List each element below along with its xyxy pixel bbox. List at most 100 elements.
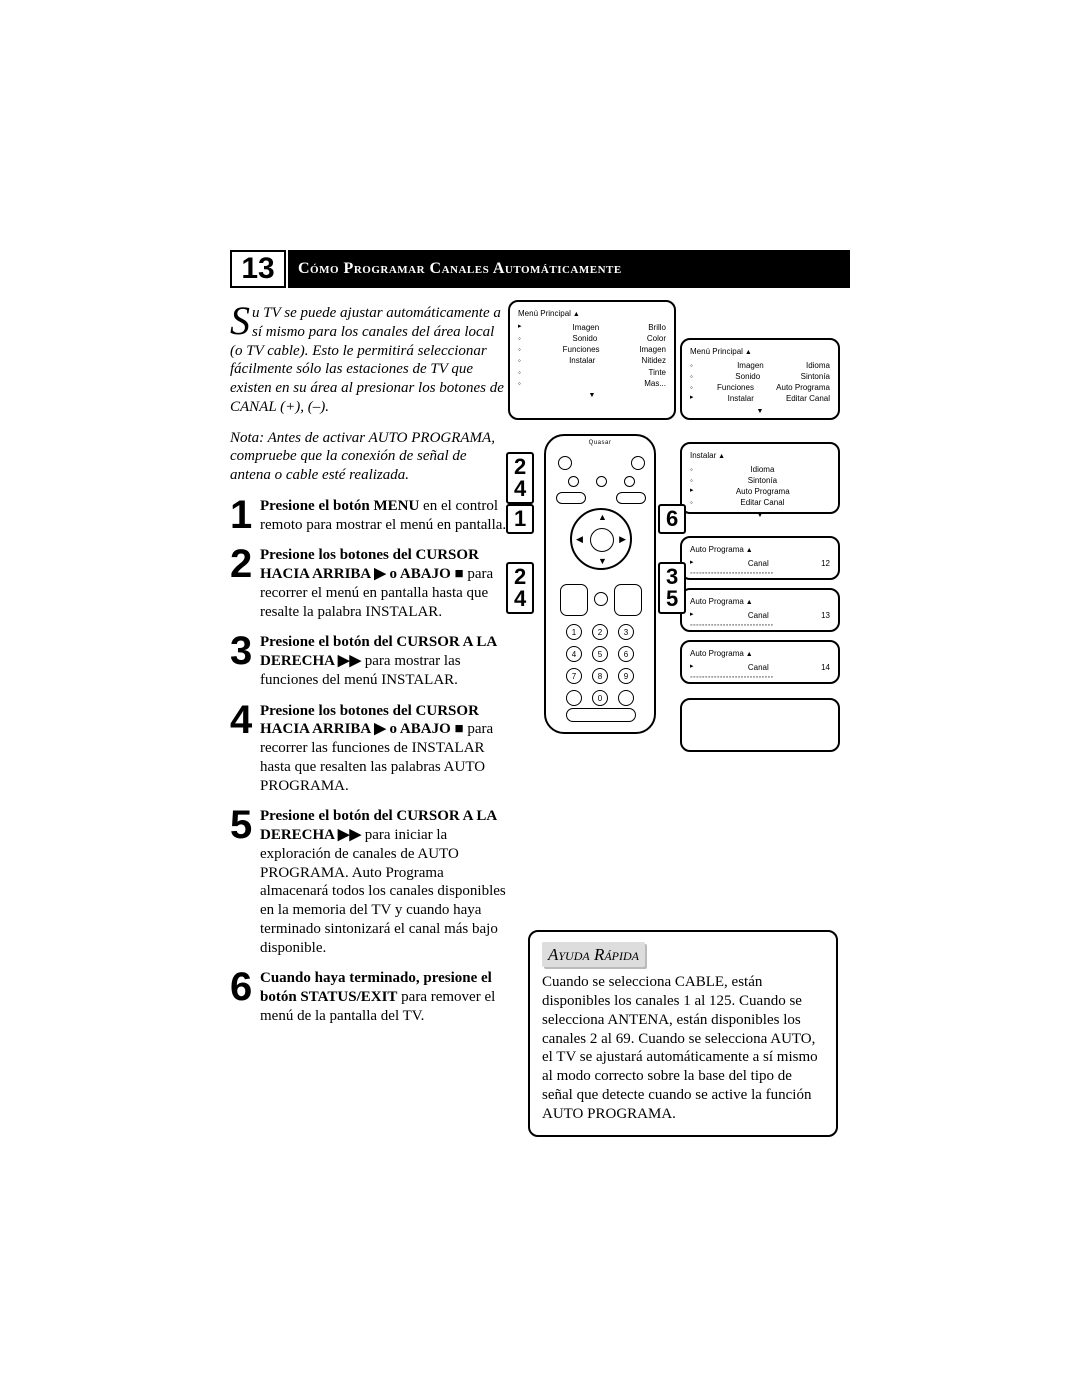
arrow-down-icon: ▼ xyxy=(598,556,607,566)
section-header: 13 Cómo Programar Canales Automáticament… xyxy=(230,250,850,288)
remote-bottom-btn xyxy=(566,708,636,722)
step-text: Presione los botones del CURSOR HACIA AR… xyxy=(260,546,510,621)
remote-volume xyxy=(560,584,588,616)
instructions-column: Su TV se puede ajustar automáticamente a… xyxy=(230,304,510,1038)
screen-row: Canal13 xyxy=(690,610,830,621)
scan-progress: ◦◦◦◦◦◦◦◦◦◦◦◦◦◦◦◦◦◦◦◦◦◦◦◦◦◦◦◦ xyxy=(690,673,830,683)
screen-footer xyxy=(518,391,666,401)
remote-key: 5 xyxy=(592,646,608,662)
step-text: Presione el botón del CURSOR A LA DERECH… xyxy=(260,807,510,957)
remote-key: 4 xyxy=(566,646,582,662)
remote-key: 6 xyxy=(618,646,634,662)
quick-help-body: Cuando se selecciona CABLE, están dispon… xyxy=(542,973,824,1123)
quick-help-box: Ayuda Rápida Cuando se selecciona CABLE,… xyxy=(528,930,838,1137)
illustration-column: Menú PrincipalImagenBrilloSonidoColorFun… xyxy=(528,304,838,1038)
screen-title: Menú Principal xyxy=(518,308,666,320)
screen-row: Editar Canal xyxy=(690,497,830,508)
arrow-up-icon: ▲ xyxy=(598,512,607,522)
remote-nav-ring: ▲ ▼ ◀ ▶ xyxy=(570,508,632,570)
screen-row: SonidoSintonía xyxy=(690,371,830,382)
tv-screen-auto-13: Auto Programa Canal13◦◦◦◦◦◦◦◦◦◦◦◦◦◦◦◦◦◦◦◦… xyxy=(680,588,840,632)
remote-wrapper: 24 1 6 24 35 Quasar xyxy=(510,434,690,804)
screen-row: InstalarEditar Canal xyxy=(690,393,830,404)
intro-text: TV se puede ajustar automáticamente a sí… xyxy=(230,305,504,415)
step: 1Presione el botón MENU en el control re… xyxy=(230,497,510,535)
screen-footer xyxy=(690,407,830,417)
tv-screen-main-menu: Menú Principal ImagenBrilloSonidoColorFun… xyxy=(508,300,676,420)
tv-screen-auto-14: Auto Programa Canal14◦◦◦◦◦◦◦◦◦◦◦◦◦◦◦◦◦◦◦◦… xyxy=(680,640,840,684)
step-number: 5 xyxy=(230,807,260,957)
callout-2-4: 24 xyxy=(506,562,534,614)
screen-title: Menú Principal xyxy=(690,346,830,358)
section-number: 13 xyxy=(230,250,286,288)
remote-key: 7 xyxy=(566,668,582,684)
scan-progress: ◦◦◦◦◦◦◦◦◦◦◦◦◦◦◦◦◦◦◦◦◦◦◦◦◦◦◦◦ xyxy=(690,621,830,631)
callout-2-4-upper: 24 xyxy=(506,452,534,504)
remote-key: 3 xyxy=(618,624,634,640)
screen-row: Mas... xyxy=(518,378,666,389)
remote-key xyxy=(618,690,634,706)
step-number: 1 xyxy=(230,497,260,535)
steps-list: 1Presione el botón MENU en el control re… xyxy=(230,497,510,1026)
tv-screen-blank xyxy=(680,698,840,752)
remote-brand: Quasar xyxy=(546,440,654,446)
step-number: 6 xyxy=(230,969,260,1025)
remote-btn xyxy=(556,492,586,504)
intro-first-rest: u xyxy=(252,305,260,321)
remote-control: Quasar ▲ ▼ ◀ ▶ xyxy=(544,434,656,734)
arrow-right-icon: ▶ xyxy=(619,534,626,545)
tv-screen-install-menu: Menú PrincipalImagenIdiomaSonidoSintonía… xyxy=(680,338,840,420)
intro-dropcap: S xyxy=(230,304,252,338)
screen-row: Canal14 xyxy=(690,662,830,673)
callout-6: 6 xyxy=(658,504,686,534)
screen-title: Auto Programa xyxy=(690,544,830,556)
intro-paragraph: Su TV se puede ajustar automáticamente a… xyxy=(230,304,510,417)
remote-btn xyxy=(624,476,635,487)
note-paragraph: Nota: Antes de activar AUTO PROGRAMA, co… xyxy=(230,429,510,485)
screen-row: Auto Programa xyxy=(690,486,830,497)
screen-row: Canal12 xyxy=(690,558,830,569)
callout-1: 1 xyxy=(506,504,534,534)
step: 3Presione el botón del CURSOR A LA DEREC… xyxy=(230,633,510,689)
remote-btn xyxy=(596,476,607,487)
step: 2Presione los botones del CURSOR HACIA A… xyxy=(230,546,510,621)
screen-title: Auto Programa xyxy=(690,648,830,660)
screen-row: Sintonía xyxy=(690,475,830,486)
remote-vol-ch xyxy=(560,584,642,616)
quick-help-title: Ayuda Rápida xyxy=(542,942,645,967)
screen-row: Tinte xyxy=(518,367,666,378)
remote-key xyxy=(566,690,582,706)
screen-title: Instalar xyxy=(690,450,830,462)
step-number: 4 xyxy=(230,702,260,796)
screen-row: FuncionesImagen xyxy=(518,344,666,355)
screen-row: SonidoColor xyxy=(518,333,666,344)
manual-page: 13 Cómo Programar Canales Automáticament… xyxy=(230,250,850,1038)
remote-key: 9 xyxy=(618,668,634,684)
screen-row: ImagenBrillo xyxy=(518,322,666,333)
remote-btn xyxy=(558,456,572,470)
step-text: Presione los botones del CURSOR HACIA AR… xyxy=(260,702,510,796)
screen-footer xyxy=(690,511,830,521)
screen-row: Idioma xyxy=(690,464,830,475)
tv-screen-install-submenu: Instalar IdiomaSintoníaAuto ProgramaEdita… xyxy=(680,442,840,514)
step-text: Presione el botón MENU en el control rem… xyxy=(260,497,510,535)
step: 5Presione el botón del CURSOR A LA DEREC… xyxy=(230,807,510,957)
remote-btn xyxy=(594,592,608,606)
screen-title: Auto Programa xyxy=(690,596,830,608)
remote-btn xyxy=(568,476,579,487)
screen-row: FuncionesAuto Programa xyxy=(690,382,830,393)
content-columns: Su TV se puede ajustar automáticamente a… xyxy=(230,304,850,1038)
step-number: 2 xyxy=(230,546,260,621)
remote-power-btn xyxy=(631,456,645,470)
remote-key: 1 xyxy=(566,624,582,640)
scan-progress: ◦◦◦◦◦◦◦◦◦◦◦◦◦◦◦◦◦◦◦◦◦◦◦◦◦◦◦◦ xyxy=(690,569,830,579)
step: 6Cuando haya terminado, presione el botó… xyxy=(230,969,510,1025)
step-number: 3 xyxy=(230,633,260,689)
callout-3-5: 35 xyxy=(658,562,686,614)
tv-screen-auto-12: Auto Programa Canal12◦◦◦◦◦◦◦◦◦◦◦◦◦◦◦◦◦◦◦◦… xyxy=(680,536,840,580)
remote-btn xyxy=(616,492,646,504)
step-text: Presione el botón del CURSOR A LA DERECH… xyxy=(260,633,510,689)
step: 4Presione los botones del CURSOR HACIA A… xyxy=(230,702,510,796)
remote-key: 0 xyxy=(592,690,608,706)
screen-row: InstalarNitidez xyxy=(518,355,666,366)
